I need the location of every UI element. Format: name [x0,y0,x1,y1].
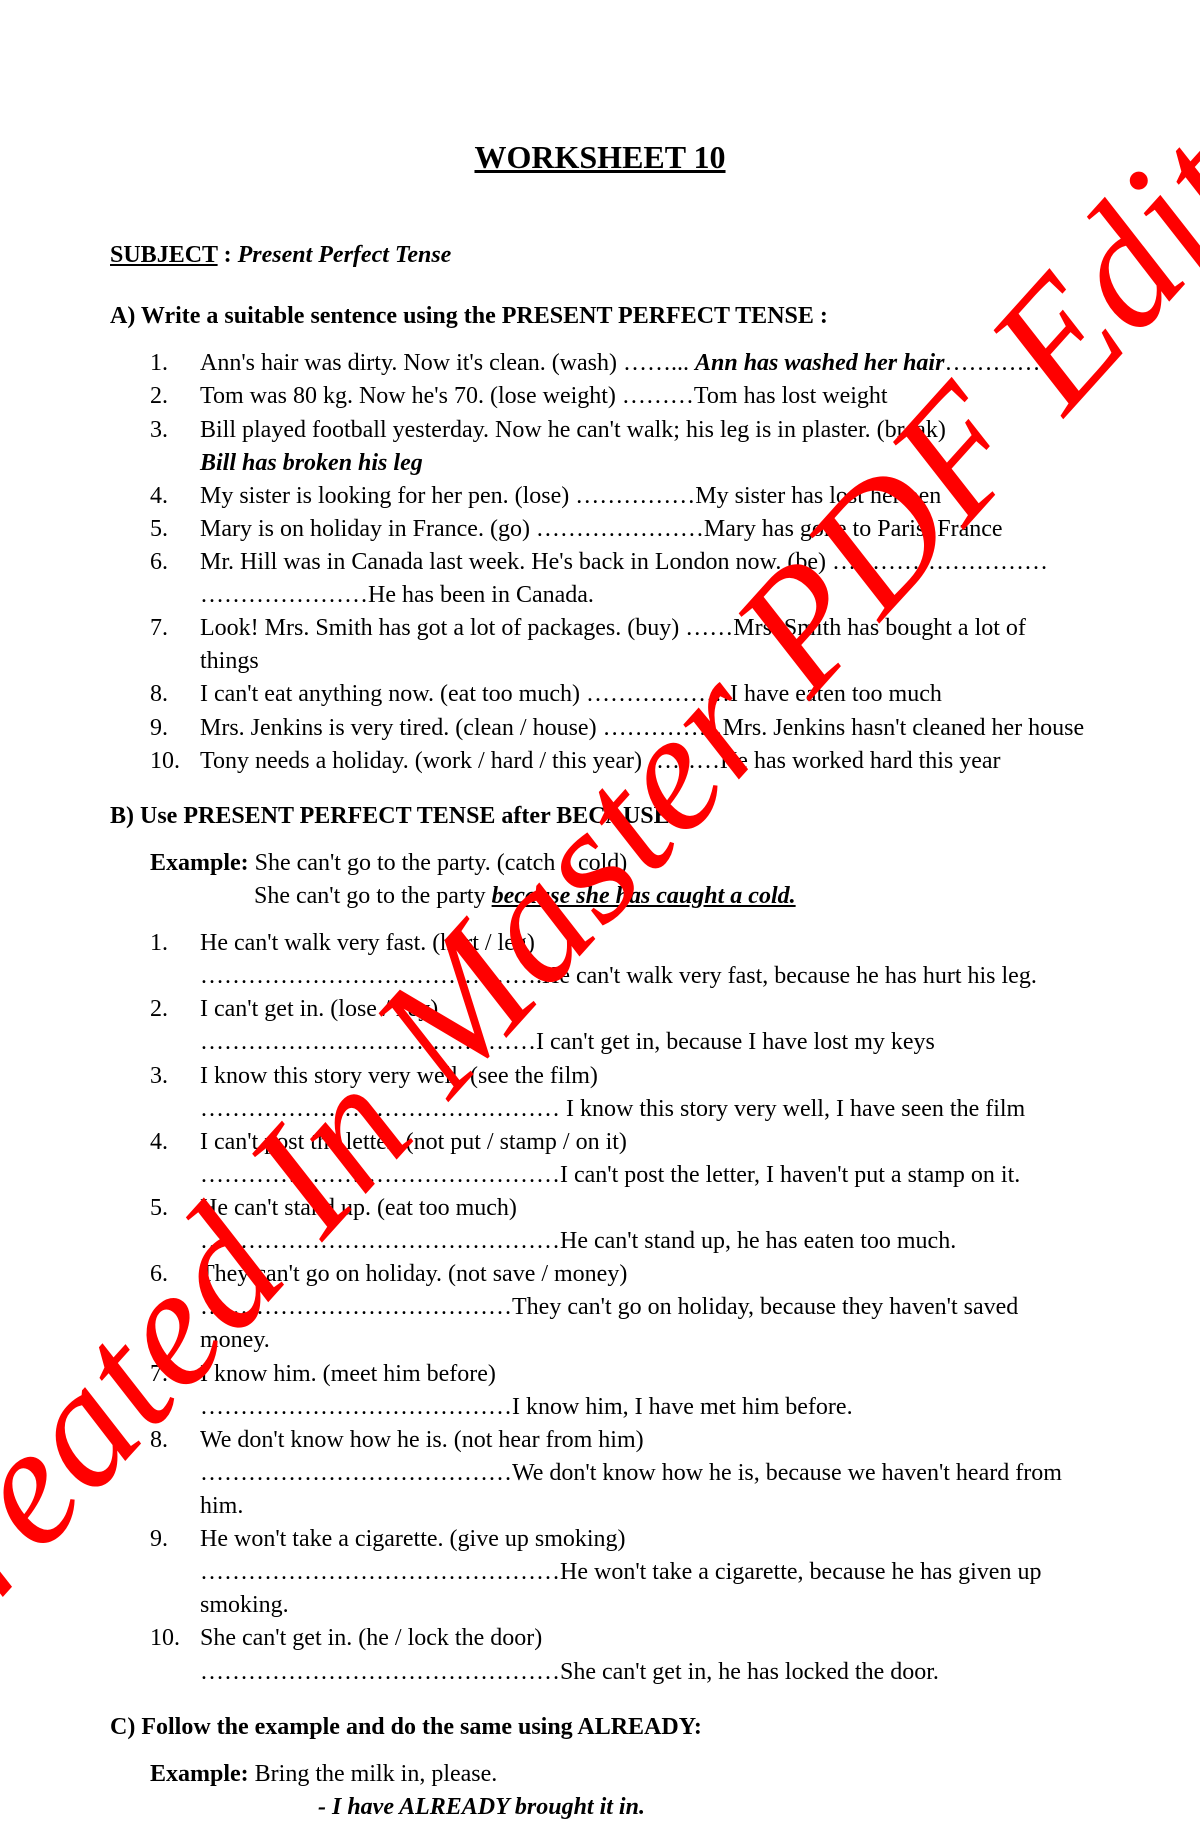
item-number: 1. [150,347,168,380]
item-text: Mrs. Jenkins is very tired. (clean / hou… [200,715,1084,741]
item-answer: ……………………………………I can't get in, because I … [200,1029,935,1055]
item-number: 10. [150,1622,180,1655]
item-question: They can't go on holiday. (not save / mo… [200,1261,627,1287]
item-number: 4. [150,480,168,513]
item-number: 3. [150,414,168,447]
example-answer: - I have ALREADY brought it in. [318,1794,645,1820]
item-text: Tom was 80 kg. Now he's 70. (lose weight… [200,383,888,409]
item-text: Mary is on holiday in France. (go) ……………… [200,516,1003,542]
item-question: He can't walk very fast. (hurt / leg) [200,930,535,956]
list-item: 9. Mrs. Jenkins is very tired. (clean / … [110,712,1090,745]
item-text: I can't eat anything now. (eat too much)… [200,681,942,707]
section-a-heading: A) Write a suitable sentence using the P… [110,300,1090,333]
item-answer: ………………………………………He can't stand up, he has… [200,1228,956,1254]
item-text: Ann's hair was dirty. Now it's clean. (w… [200,350,695,376]
item-number: 8. [150,678,168,711]
list-item: 5. Mary is on holiday in France. (go) ……… [110,513,1090,546]
item-number: 7. [150,1358,168,1391]
item-number: 10. [150,745,180,778]
list-item: 4. My sister is looking for her pen. (lo… [110,480,1090,513]
list-item: 4. I can't post the letter. (not put / st… [110,1126,1090,1192]
item-number: 2. [150,993,168,1026]
example-label: Example: [150,850,255,876]
list-item: 7. I know him. (meet him before) ………………………… [110,1358,1090,1424]
section-c-heading: C) Follow the example and do the same us… [110,1711,1090,1744]
item-text: Mr. Hill was in Canada last week. He's b… [200,549,1048,608]
list-item: 9. He won't take a cigarette. (give up sm… [110,1523,1090,1622]
list-item: 3. I know this story very well. (see the … [110,1060,1090,1126]
item-question: I can't get in. (lose / key) [200,996,438,1022]
item-question: She can't get in. (he / lock the door) [200,1625,542,1651]
list-item: 8. I can't eat anything now. (eat too mu… [110,678,1090,711]
item-answer: …………………………………I know him, I have met him … [200,1394,853,1420]
item-question: I know this story very well. (see the fi… [200,1063,598,1089]
list-item: 8. We don't know how he is. (not hear fro… [110,1424,1090,1523]
worksheet-page: WORKSHEET 10 SUBJECT : Present Perfect T… [110,135,1090,1838]
item-text: Bill played football yesterday. Now he c… [200,417,946,443]
item-text: ………… [944,350,1040,376]
example-line1: Bring the milk in, please. [255,1761,498,1787]
item-answer: ………………………………………I can't post the letter, … [200,1162,1020,1188]
example-answer: because she has caught a cold. [492,883,796,909]
item-number: 6. [150,1258,168,1291]
list-item: 5. He can't stand up. (eat too much) ……………… [110,1192,1090,1258]
section-b-heading: B) Use PRESENT PERFECT TENSE after BECAU… [110,800,1090,833]
item-question: We don't know how he is. (not hear from … [200,1427,644,1453]
list-item: 3. Bill played football yesterday. Now h… [110,414,1090,480]
list-item: 10. She can't get in. (he / lock the door… [110,1622,1090,1688]
example-label: Example: [150,1761,255,1787]
item-number: 2. [150,380,168,413]
item-question: I know him. (meet him before) [200,1361,496,1387]
list-item: 6. They can't go on holiday. (not save / … [110,1258,1090,1357]
section-b-list: 1. He can't walk very fast. (hurt / leg) …… [110,927,1090,1689]
list-item: 6. Mr. Hill was in Canada last week. He'… [110,546,1090,612]
item-number: 5. [150,1192,168,1225]
item-answer: Ann has washed her hair [695,350,944,376]
item-text: Tony needs a holiday. (work / hard / thi… [200,748,1001,774]
list-item: 2. I can't get in. (lose / key) …………………………… [110,993,1090,1059]
item-question: He won't take a cigarette. (give up smok… [200,1526,626,1552]
item-number: 9. [150,712,168,745]
item-number: 3. [150,1060,168,1093]
subject-value: Present Perfect Tense [238,242,452,268]
list-item: 2. Tom was 80 kg. Now he's 70. (lose wei… [110,380,1090,413]
example-line2-pre: She can't go to the party [254,883,492,909]
item-question: He can't stand up. (eat too much) [200,1195,517,1221]
item-number: 4. [150,1126,168,1159]
section-c-example: Example: Bring the milk in, please. - I … [150,1758,1090,1824]
item-number: 6. [150,546,168,579]
subject-line: SUBJECT : Present Perfect Tense [110,239,1090,272]
example-line1: She can't go to the party. (catch a cold… [255,850,628,876]
item-answer: ………………………………………He won't take a cigarette… [200,1559,1041,1618]
item-question: I can't post the letter. (not put / stam… [200,1129,627,1155]
item-answer: …………………………………We don't know how he is, be… [200,1460,1062,1519]
item-number: 8. [150,1424,168,1457]
item-number: 1. [150,927,168,960]
item-answer: Bill has broken his leg [200,450,423,476]
list-item: 1. Ann's hair was dirty. Now it's clean.… [110,347,1090,380]
item-answer: ………………………………………She can't get in, he has … [200,1659,939,1685]
subject-colon: : [218,242,238,268]
section-b-example: Example: She can't go to the party. (cat… [150,847,1090,913]
item-number: 7. [150,612,168,645]
item-number: 9. [150,1523,168,1556]
section-a-list: 1. Ann's hair was dirty. Now it's clean.… [110,347,1090,777]
item-answer: ……………………………………… I know this story very w… [200,1096,1025,1122]
list-item: 10. Tony needs a holiday. (work / hard /… [110,745,1090,778]
page-title: WORKSHEET 10 [110,135,1090,179]
item-answer: …………………………………….He can't walk very fast, … [200,963,1037,989]
item-number: 5. [150,513,168,546]
item-text: Look! Mrs. Smith has got a lot of packag… [200,615,1026,674]
subject-label: SUBJECT [110,242,218,268]
item-answer: …………………………………They can't go on holiday, b… [200,1294,1018,1353]
item-text: My sister is looking for her pen. (lose)… [200,483,941,509]
list-item: 1. He can't walk very fast. (hurt / leg) …… [110,927,1090,993]
list-item: 7. Look! Mrs. Smith has got a lot of pac… [110,612,1090,678]
